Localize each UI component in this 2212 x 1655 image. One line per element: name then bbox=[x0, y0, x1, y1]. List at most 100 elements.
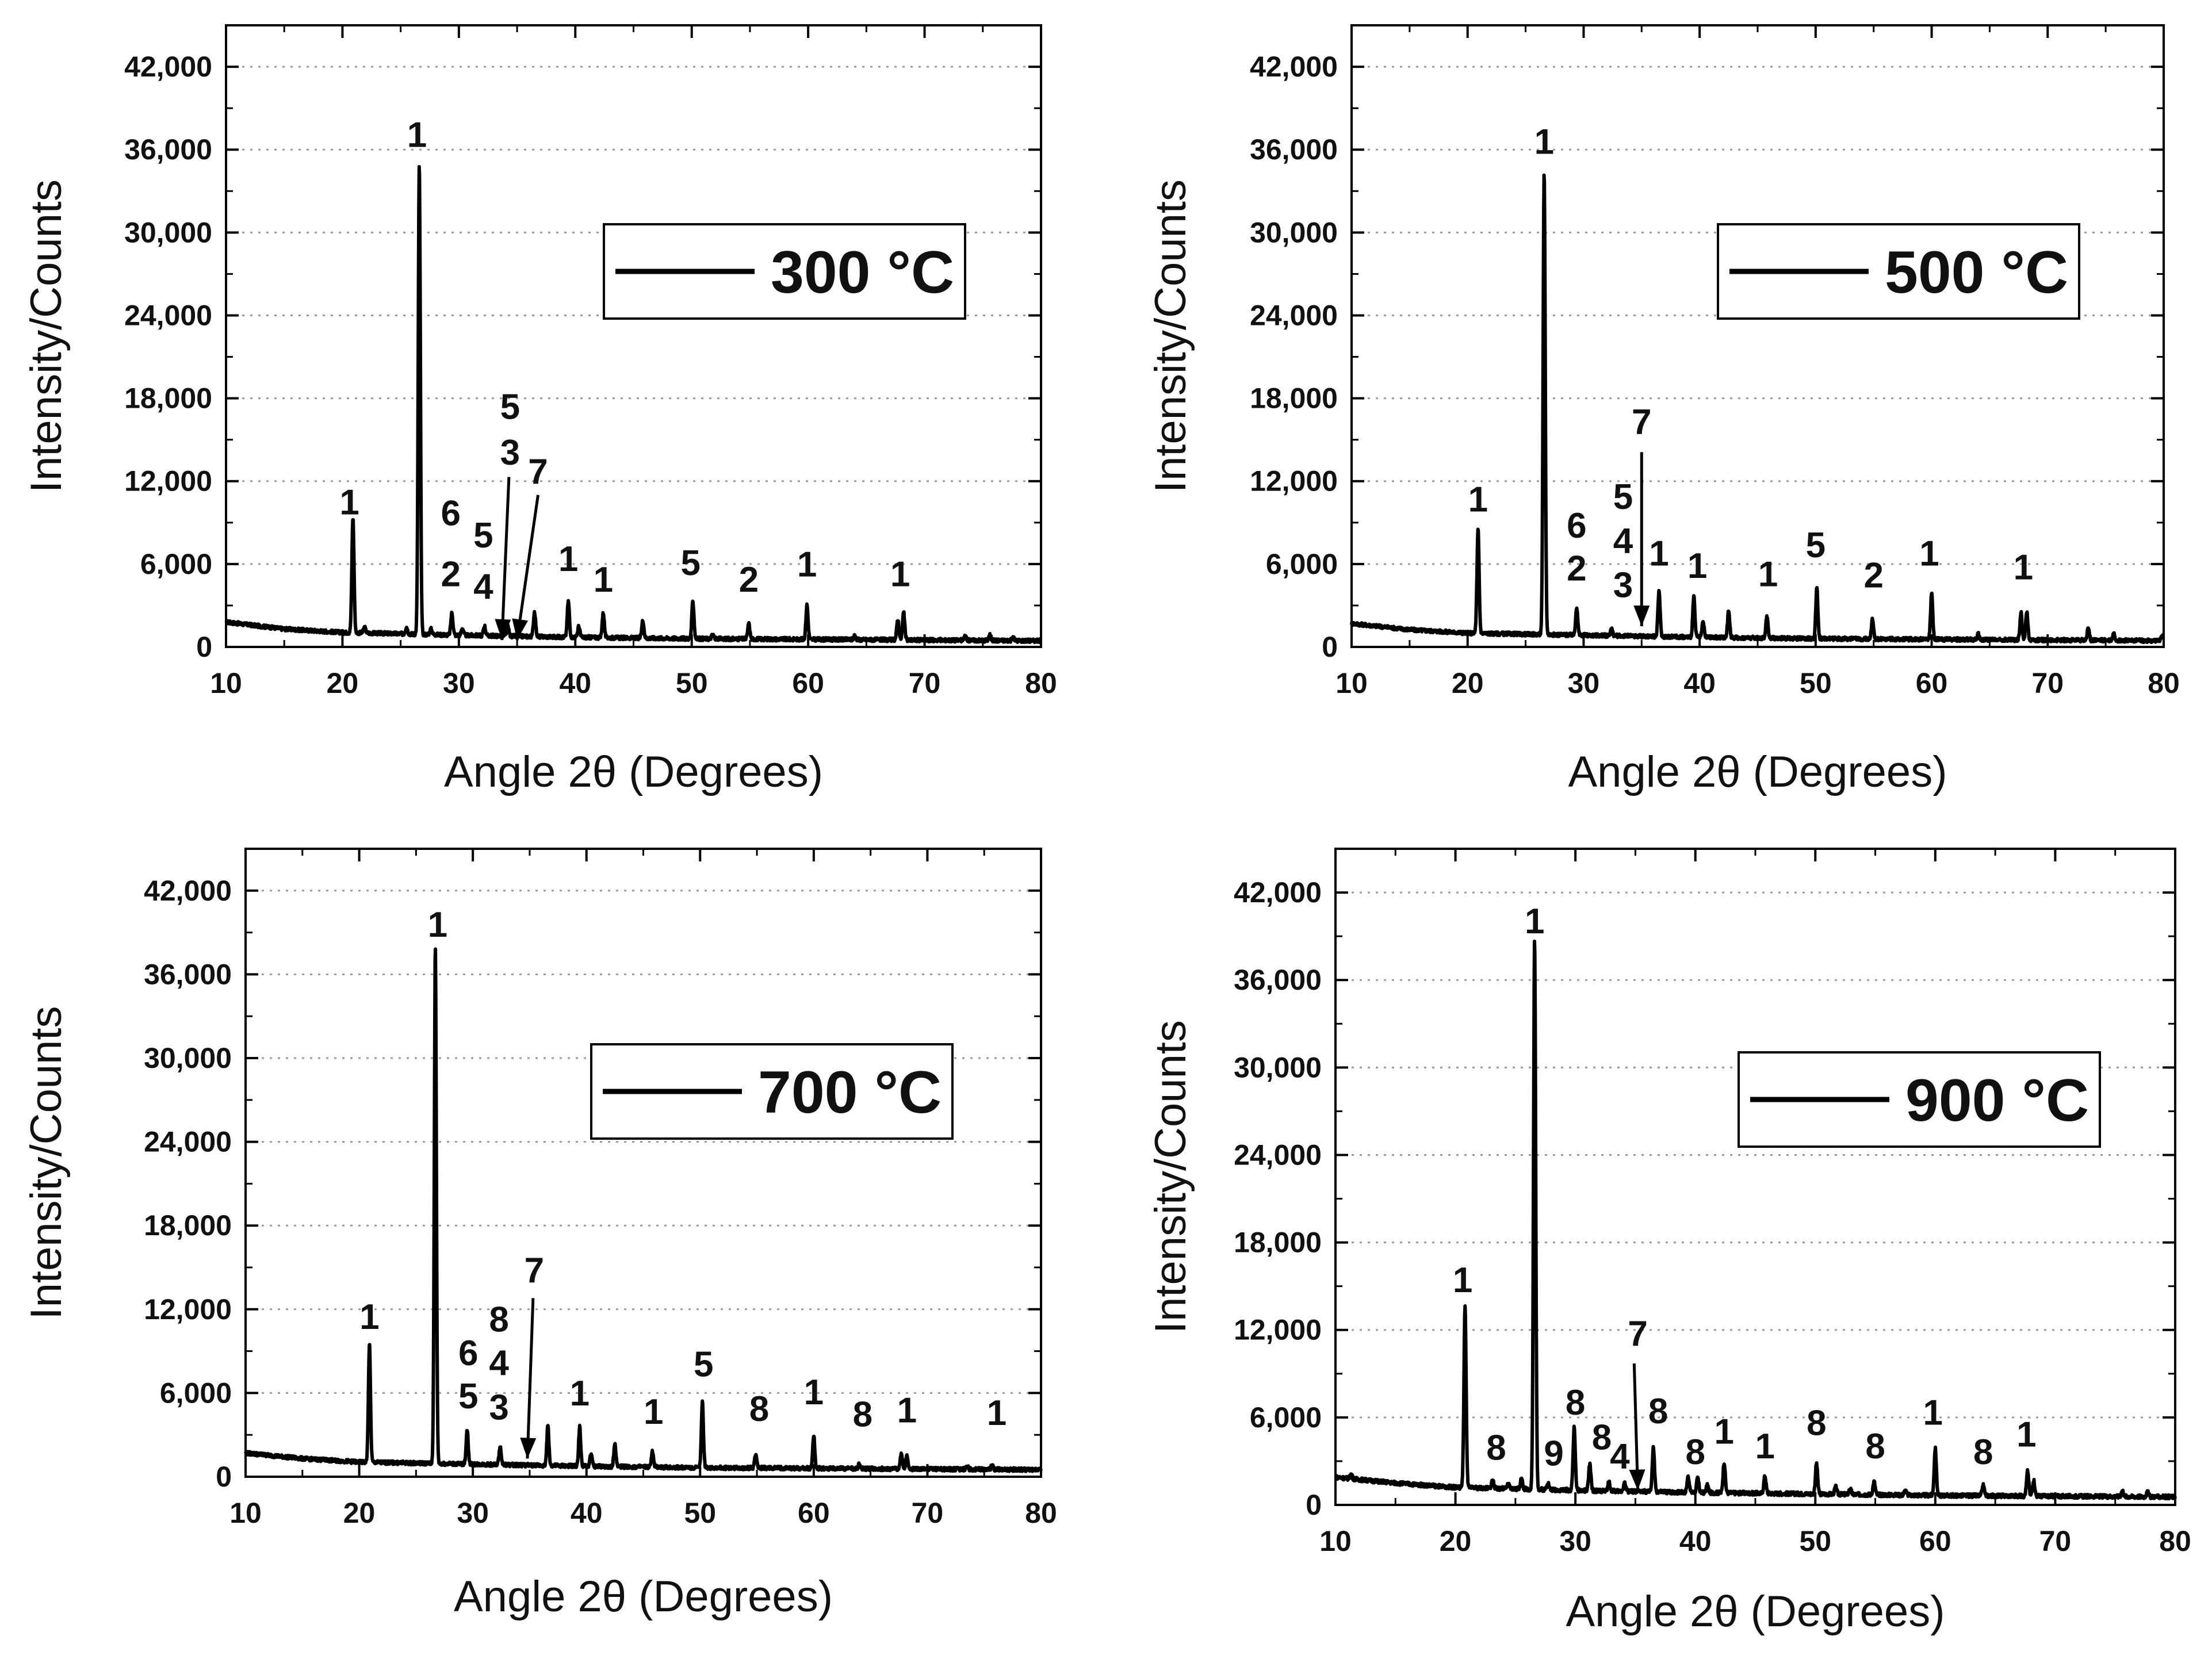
peak-label-900c: 8 bbox=[1807, 1403, 1826, 1443]
x-tick-label-900c: 30 bbox=[1559, 1525, 1591, 1557]
xrd-trace-300c bbox=[224, 164, 1043, 645]
y-axis-title-500c: Intensity/Counts bbox=[1146, 179, 1195, 493]
x-tick-label-300c: 80 bbox=[1025, 667, 1057, 699]
x-tick-label-700c: 40 bbox=[571, 1497, 603, 1529]
y-tick-label-700c: 6,000 bbox=[160, 1377, 232, 1409]
peak-label-500c: 6 bbox=[1567, 506, 1586, 546]
x-tick-label-300c: 50 bbox=[676, 667, 708, 699]
peak-label-900c: 8 bbox=[1685, 1432, 1705, 1472]
peak-label-700c: 5 bbox=[458, 1377, 478, 1416]
y-tick-label-700c: 30,000 bbox=[144, 1042, 232, 1074]
peak-label-300c: 2 bbox=[739, 560, 759, 600]
x-tick-label-700c: 70 bbox=[912, 1497, 944, 1529]
x-tick-label-300c: 10 bbox=[210, 667, 242, 699]
y-tick-label-900c: 0 bbox=[1306, 1489, 1322, 1521]
x-tick-label-500c: 40 bbox=[1683, 667, 1716, 699]
x-tick-label-500c: 20 bbox=[1452, 667, 1484, 699]
peak-label-500c: 3 bbox=[1613, 566, 1633, 606]
x-tick-label-300c: 20 bbox=[327, 667, 359, 699]
x-tick-label-500c: 30 bbox=[1568, 667, 1600, 699]
arrow-head-300c bbox=[495, 619, 511, 640]
panel-700c: 0 6,000 12,000 18,000 24,000 30,000 36,000 42,0… bbox=[22, 848, 1057, 1621]
peak-label-700c: 1 bbox=[428, 905, 447, 945]
peak-label-900c: 7 bbox=[1628, 1315, 1647, 1354]
peak-label-700c: 8 bbox=[489, 1300, 508, 1340]
y-tick-label-700c: 0 bbox=[216, 1461, 232, 1493]
y-tick-label-900c: 6,000 bbox=[1250, 1401, 1322, 1434]
y-tick-label-900c: 12,000 bbox=[1234, 1314, 1322, 1346]
x-tick-label-900c: 80 bbox=[2159, 1525, 2191, 1557]
arrow-head-700c bbox=[520, 1437, 537, 1459]
x-tick-label-700c: 60 bbox=[798, 1497, 830, 1529]
y-tick-label-700c: 24,000 bbox=[144, 1126, 232, 1158]
peak-label-900c: 8 bbox=[1648, 1392, 1668, 1431]
arrow-line-900c bbox=[1632, 1363, 1640, 1491]
peak-label-300c: 1 bbox=[890, 554, 910, 594]
y-axis-title-900c: Intensity/Counts bbox=[1146, 1020, 1195, 1334]
peak-label-700c: 3 bbox=[489, 1388, 508, 1428]
x-axis-title-500c: Angle 2θ (Degrees) bbox=[1568, 748, 1947, 796]
x-tick-label-300c: 40 bbox=[559, 667, 591, 699]
peak-label-500c: 1 bbox=[1468, 480, 1488, 520]
arrow-line-700c bbox=[526, 1298, 535, 1459]
peak-label-500c: 2 bbox=[1567, 549, 1586, 589]
y-tick-label-300c: 18,000 bbox=[124, 382, 212, 415]
peak-label-300c: 7 bbox=[528, 453, 548, 492]
x-tick-label-900c: 50 bbox=[1799, 1525, 1831, 1557]
y-tick-label-500c: 42,000 bbox=[1250, 51, 1338, 83]
arrow-line-300c bbox=[515, 495, 539, 641]
x-tick-label-700c: 50 bbox=[684, 1497, 716, 1529]
peak-label-900c: 8 bbox=[1973, 1432, 1993, 1472]
peak-label-700c: 1 bbox=[987, 1393, 1007, 1433]
peak-label-700c: 1 bbox=[570, 1374, 590, 1413]
peak-label-300c: 1 bbox=[407, 115, 427, 155]
y-tick-label-700c: 12,000 bbox=[144, 1293, 232, 1325]
panel-300c: 0 6,000 12,000 18,000 24,000 30,000 36,000 42,0… bbox=[22, 24, 1057, 796]
peak-label-700c: 1 bbox=[897, 1390, 917, 1430]
plot-frame-700c bbox=[244, 848, 1042, 1478]
peak-label-700c: 5 bbox=[694, 1344, 713, 1384]
y-tick-label-900c: 18,000 bbox=[1234, 1227, 1322, 1259]
x-axis-title-700c: Angle 2θ (Degrees) bbox=[454, 1572, 833, 1621]
y-tick-label-900c: 42,000 bbox=[1234, 876, 1322, 909]
peak-label-500c: 1 bbox=[1534, 122, 1554, 162]
arrow-line-300c bbox=[500, 477, 511, 641]
peak-label-300c: 5 bbox=[680, 543, 700, 583]
panel-500c: 0 6,000 12,000 18,000 24,000 30,000 36,000 42,0… bbox=[1146, 24, 2180, 796]
x-tick-label-700c: 80 bbox=[1025, 1497, 1057, 1529]
x-tick-label-900c: 20 bbox=[1440, 1525, 1472, 1557]
peak-label-900c: 1 bbox=[1453, 1261, 1472, 1300]
x-tick-label-900c: 60 bbox=[1919, 1525, 1951, 1557]
y-tick-label-300c: 6,000 bbox=[140, 548, 212, 580]
peak-label-700c: 1 bbox=[359, 1297, 379, 1337]
xrd-trace-500c bbox=[1350, 173, 2165, 645]
x-tick-label-300c: 30 bbox=[443, 667, 475, 699]
peak-label-500c: 7 bbox=[1632, 403, 1651, 442]
x-tick-label-500c: 10 bbox=[1335, 667, 1368, 699]
y-axis-title-300c: Intensity/Counts bbox=[22, 179, 71, 493]
x-tick-label-500c: 70 bbox=[2031, 667, 2064, 699]
peak-label-700c: 7 bbox=[525, 1251, 544, 1291]
peak-label-500c: 1 bbox=[1649, 534, 1668, 573]
arrow-head-900c bbox=[1629, 1469, 1645, 1491]
peak-label-500c: 4 bbox=[1613, 522, 1633, 561]
peak-label-900c: 8 bbox=[1486, 1428, 1506, 1468]
peak-label-300c: 5 bbox=[473, 516, 493, 556]
y-tick-label-300c: 36,000 bbox=[124, 133, 212, 166]
y-tick-label-500c: 12,000 bbox=[1250, 465, 1338, 497]
peak-label-300c: 6 bbox=[441, 494, 460, 534]
peak-label-900c: 1 bbox=[1715, 1412, 1734, 1452]
xrd-trace-900c bbox=[1334, 939, 2177, 1501]
x-tick-label-900c: 10 bbox=[1319, 1525, 1352, 1557]
peak-label-900c: 4 bbox=[1610, 1437, 1630, 1477]
x-tick-label-700c: 10 bbox=[229, 1497, 262, 1529]
plot-frame-500c bbox=[1350, 24, 2165, 648]
peak-label-300c: 1 bbox=[797, 545, 817, 584]
y-tick-label-500c: 18,000 bbox=[1250, 382, 1338, 415]
peak-label-300c: 4 bbox=[473, 567, 493, 607]
arrow-head-500c bbox=[1633, 605, 1650, 626]
plot-frame-900c bbox=[1334, 848, 2176, 1506]
peak-label-700c: 6 bbox=[458, 1334, 478, 1373]
arrow-head-300c bbox=[512, 618, 529, 640]
